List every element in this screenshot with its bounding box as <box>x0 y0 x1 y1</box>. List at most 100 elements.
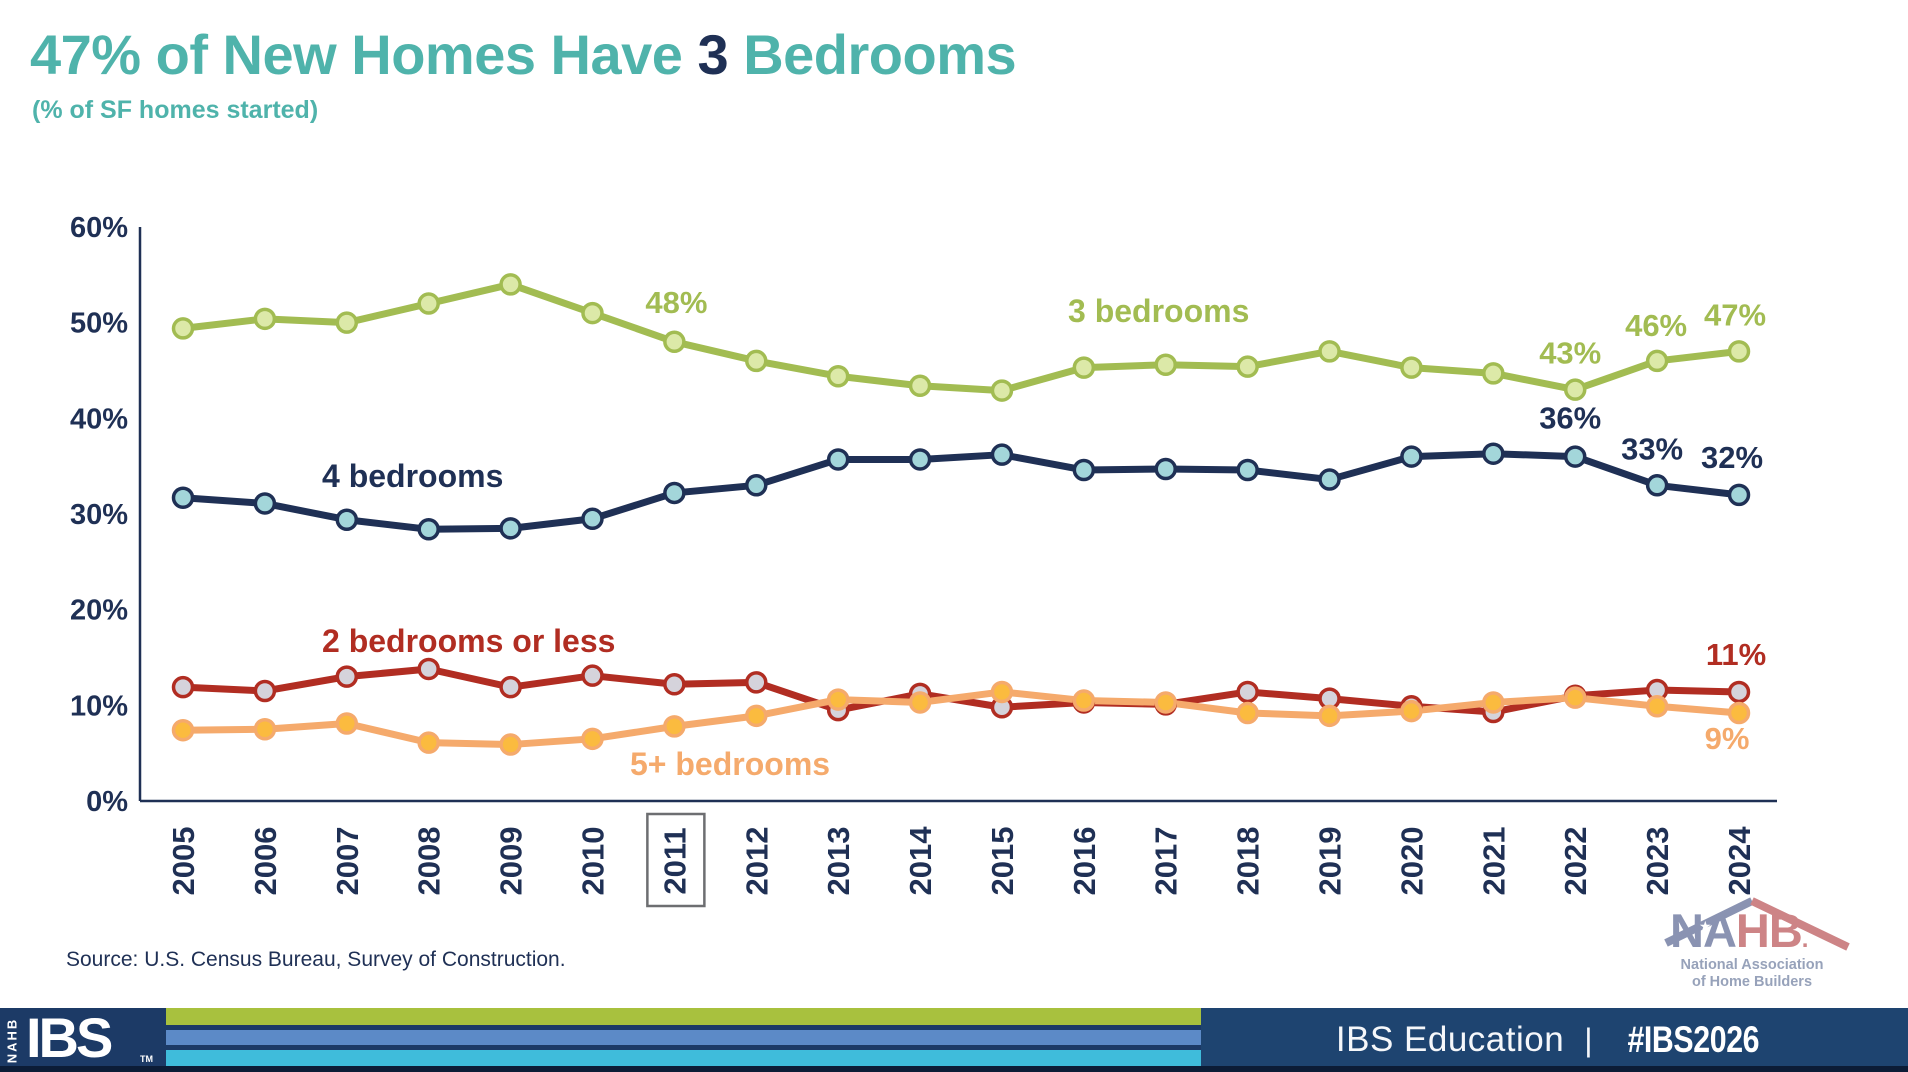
annotation-label: 47% <box>1704 297 1766 332</box>
title-teal-part: 47% of New Homes Have <box>30 23 683 86</box>
footer-stripes <box>166 1008 1201 1072</box>
data-point-3-bedrooms <box>335 311 359 334</box>
data-point-5-bedrooms <box>1482 691 1505 714</box>
nahb-logo: NAHB. ★ National Association of Home Buil… <box>1652 891 1866 995</box>
ibs-education-label: IBS Education <box>1335 1020 1565 1059</box>
data-point-4-bedrooms <box>1236 458 1259 482</box>
data-point-5-bedrooms <box>499 733 522 756</box>
series-label-3-bedrooms: 3 bedrooms <box>1068 293 1249 329</box>
x-axis-year-label: 2010 <box>575 827 610 896</box>
series-label-5-bedrooms: 5+ bedrooms <box>630 746 830 782</box>
chart-subtitle: (% of SF homes started) <box>32 96 319 124</box>
annotation-label: 11% <box>1706 637 1766 672</box>
series-label-2-bedrooms-or-less: 2 bedrooms or less <box>322 623 615 659</box>
data-point-4-bedrooms <box>1645 474 1669 497</box>
series-line-3-bedrooms <box>179 280 1743 395</box>
data-point-3-bedrooms <box>1400 356 1423 379</box>
data-point-2-bedrooms-or-less <box>1727 680 1751 704</box>
bottom-edge-bar <box>0 1066 1908 1072</box>
nahb-roof-icon <box>1664 897 1850 951</box>
x-axis-year-label: 2022 <box>1558 827 1593 896</box>
data-point-3-bedrooms <box>745 349 768 373</box>
x-axis-year-label: 2017 <box>1149 827 1184 896</box>
data-point-4-bedrooms <box>1482 442 1505 465</box>
data-point-5-bedrooms <box>417 731 440 754</box>
source-note: Source: U.S. Census Bureau, Survey of Co… <box>66 948 566 971</box>
series-label-4-bedrooms: 4 bedrooms <box>322 458 503 494</box>
data-point-3-bedrooms <box>1318 340 1341 363</box>
x-axis-year-label: 2023 <box>1640 827 1675 896</box>
data-point-2-bedrooms-or-less <box>171 675 195 699</box>
data-point-3-bedrooms <box>1563 378 1587 401</box>
nahb-star-icon: ★ <box>1699 918 1712 934</box>
data-point-5-bedrooms <box>1318 704 1341 728</box>
data-point-5-bedrooms <box>1563 686 1587 709</box>
annotation-label: 36% <box>1539 401 1601 436</box>
data-point-3-bedrooms <box>1072 356 1096 379</box>
y-axis-tick-label: 10% <box>70 690 128 722</box>
data-point-5-bedrooms <box>1154 691 1177 714</box>
data-point-3-bedrooms <box>171 317 195 340</box>
x-axis-year-label: 2024 <box>1722 826 1757 896</box>
data-point-4-bedrooms <box>171 486 195 509</box>
data-point-5-bedrooms <box>1727 701 1751 725</box>
title-highlight-3: 3 <box>682 23 744 86</box>
data-point-5-bedrooms <box>1072 689 1096 712</box>
x-axis-year-label: 2018 <box>1231 827 1266 896</box>
data-point-4-bedrooms <box>663 481 686 505</box>
annotation-label: 32% <box>1701 440 1763 475</box>
x-axis-year-label: 2020 <box>1394 827 1429 896</box>
data-point-3-bedrooms <box>1482 362 1505 385</box>
data-point-5-bedrooms <box>990 680 1014 704</box>
data-point-2-bedrooms-or-less <box>499 675 522 699</box>
boxed-year-outline <box>646 812 706 908</box>
data-point-2-bedrooms-or-less <box>253 679 277 703</box>
ibs-education-banner: IBS Education | #IBS2026 <box>1201 1008 1908 1072</box>
nahb-wordmark: NAHB. <box>1670 904 1808 957</box>
annotation-label: 9% <box>1705 721 1750 756</box>
annotation-label: 46% <box>1625 308 1687 343</box>
y-axis-tick-label: 0% <box>86 786 128 818</box>
data-point-3-bedrooms <box>1727 340 1751 363</box>
page-title: 47% of New Homes Have 3 Bedrooms <box>30 22 1017 87</box>
x-axis-year-label: 2009 <box>494 827 529 896</box>
data-point-4-bedrooms <box>1727 483 1751 507</box>
data-point-5-bedrooms <box>581 727 604 751</box>
data-point-4-bedrooms <box>1400 445 1423 468</box>
x-axis-year-label: 2015 <box>985 827 1020 896</box>
data-point-2-bedrooms-or-less <box>581 664 604 687</box>
data-point-5-bedrooms <box>1400 699 1423 723</box>
data-point-5-bedrooms <box>663 715 686 738</box>
data-point-4-bedrooms <box>1154 457 1177 481</box>
data-point-4-bedrooms <box>745 474 768 497</box>
data-point-5-bedrooms <box>171 718 195 742</box>
data-point-2-bedrooms-or-less <box>417 657 440 681</box>
data-point-2-bedrooms-or-less <box>663 673 686 696</box>
nahb-logo-subtext: National Association of Home Builders <box>1680 957 1824 991</box>
y-axis-tick-label: 30% <box>70 499 128 531</box>
data-point-4-bedrooms <box>990 443 1014 466</box>
data-point-3-bedrooms <box>1236 355 1259 378</box>
data-point-5-bedrooms <box>1236 701 1259 725</box>
data-point-4-bedrooms <box>1072 458 1096 482</box>
data-point-4-bedrooms <box>499 517 522 540</box>
footer-stripe-green <box>166 1008 1201 1025</box>
x-axis-year-label: 2014 <box>903 826 938 896</box>
annotation-label: 43% <box>1539 336 1601 371</box>
x-axis-year-label: 2005 <box>166 827 201 896</box>
x-axis-year-label: 2012 <box>739 827 774 896</box>
ibs-hashtag: #IBS2026 <box>1626 1019 1759 1060</box>
data-point-3-bedrooms <box>417 292 440 315</box>
ibs-logo-tm: TM <box>140 1054 153 1064</box>
footer-stripe-cyan <box>166 1050 1201 1066</box>
data-point-4-bedrooms <box>417 518 440 541</box>
banner-separator: | <box>1584 1021 1593 1058</box>
data-point-3-bedrooms <box>990 379 1014 402</box>
data-point-4-bedrooms <box>335 508 359 531</box>
x-axis-year-label: 2007 <box>330 827 365 896</box>
data-point-3-bedrooms <box>826 364 850 388</box>
data-point-4-bedrooms <box>1563 445 1587 468</box>
series-line-4-bedrooms <box>179 450 1743 533</box>
ibs-logo-nahb-vertical: NAHB <box>4 1017 20 1063</box>
